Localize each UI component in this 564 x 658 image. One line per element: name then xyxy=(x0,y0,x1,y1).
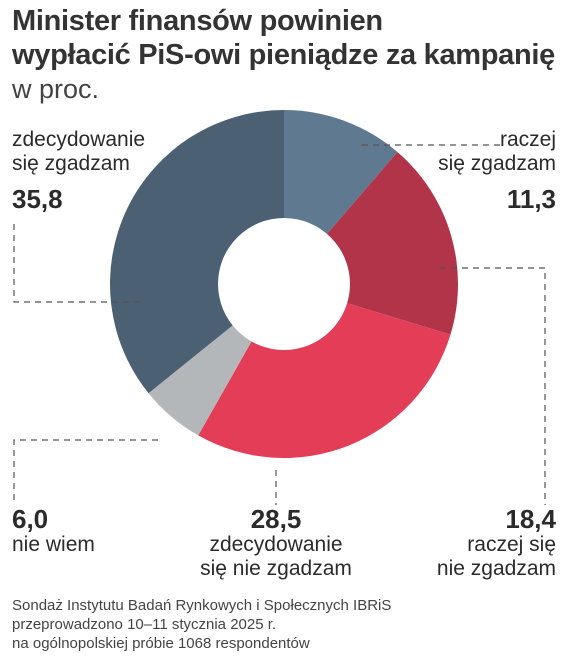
label-zz-line2: się zgadzam xyxy=(12,152,130,175)
label-raczej-zgadzam: raczej się zgadzam xyxy=(438,128,556,176)
leader-line-zdecydowanie-zgadzam xyxy=(13,224,140,303)
label-rz-line1: raczej xyxy=(499,128,556,151)
leader-line-nie-wiem xyxy=(13,439,160,500)
footnote-line2: przeprowadzono 10–11 stycznia 2025 r. xyxy=(12,616,277,633)
label-raczej-nie-zgadzam: raczej się nie zgadzam xyxy=(437,533,556,581)
donut-hole xyxy=(218,218,350,350)
slice-zdecydowanie-sie-zgadzam xyxy=(110,110,285,394)
value-nie-wiem: 6,0 xyxy=(12,504,49,534)
leader-lines xyxy=(13,144,546,505)
label-zdecydowanie-zgadzam: zdecydowanie się zgadzam xyxy=(12,128,145,176)
label-zz-line1: zdecydowanie xyxy=(12,128,146,151)
footnote-line1: Sondaż Instytutu Badań Rynkowych i Społe… xyxy=(12,597,392,614)
label-rnz-line2: nie zgadzam xyxy=(436,557,556,580)
label-znz-line1: zdecydowanie xyxy=(209,533,343,556)
label-rnz-line1: raczej się xyxy=(467,533,556,556)
title-line-2: wypłacić PiS-owi pieniądze za kampanię xyxy=(12,39,556,71)
value-raczej-zgadzam: 11,3 xyxy=(506,184,556,214)
label-nie-wiem: nie wiem xyxy=(12,533,95,556)
value-raczej-nie-zgadzam: 18,4 xyxy=(505,504,556,534)
leader-line-raczej-nie-zgadzam xyxy=(440,267,546,505)
footnote-line3: na ogólnopolskiej próbie 1068 respondent… xyxy=(12,635,310,652)
value-zdecydowanie-zgadzam: 35,8 xyxy=(12,184,63,214)
title-line-1: Minister finansów powinien xyxy=(12,5,383,37)
footnote: Sondaż Instytutu Badań Rynkowych i Społe… xyxy=(12,596,391,653)
value-zdecydowanie-nie-zgadzam: 28,5 xyxy=(250,504,302,534)
chart-title: Minister finansów powinien wypłacić PiS-… xyxy=(12,4,555,72)
label-znz-line2: się nie zgadzam xyxy=(200,557,352,580)
chart-subtitle: w proc. xyxy=(12,74,100,104)
label-rz-line2: się zgadzam xyxy=(438,152,556,175)
label-zdecydowanie-nie-zgadzam: zdecydowanie się nie zgadzam xyxy=(156,533,396,581)
